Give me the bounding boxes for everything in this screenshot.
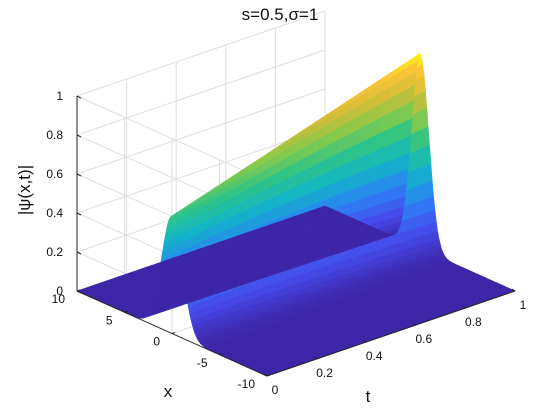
surface [76,53,516,377]
surface-patch [421,125,430,148]
back-wall-gridline-z [76,127,326,214]
surface-patch [428,209,437,224]
back-wall-gridline-z [76,49,326,136]
left-wall-gridline-z [76,95,268,182]
back-wall-gridline-z [76,88,326,175]
surface-patch [403,118,413,140]
surface-patch [402,135,411,157]
surface-patch [401,153,410,173]
surface-patch [420,106,429,130]
surface-patch [425,180,434,199]
surface-patch [427,195,436,213]
surface-patch [422,144,432,167]
back-wall-gridline-z [76,10,326,97]
surface-patch [424,162,433,184]
